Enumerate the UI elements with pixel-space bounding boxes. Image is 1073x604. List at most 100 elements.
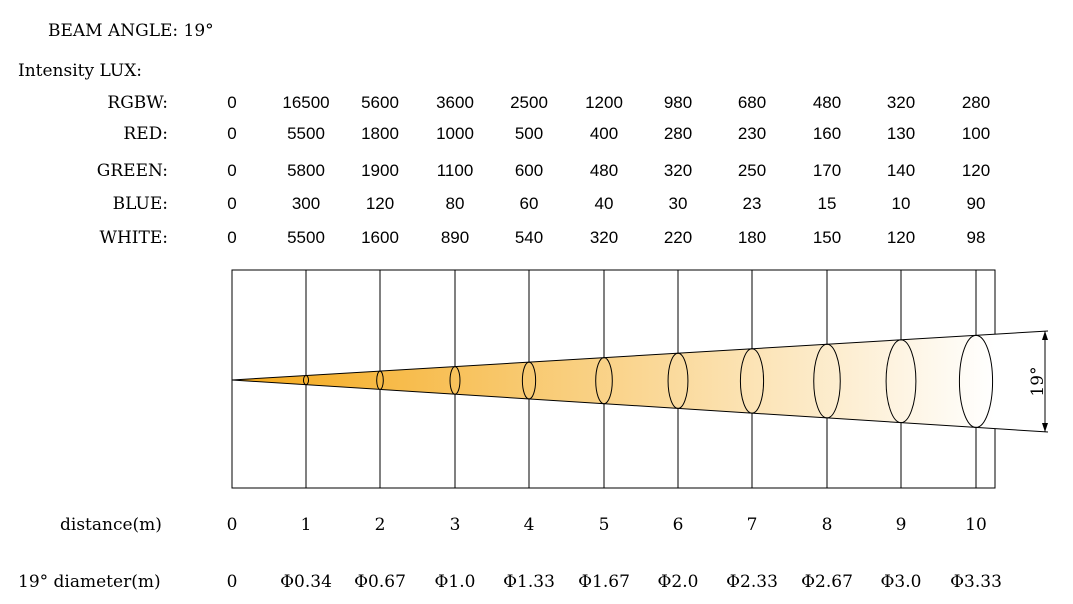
distance-value: 6 <box>673 515 684 535</box>
lux-value: 15 <box>818 194 837 213</box>
distance-value: 8 <box>822 515 833 535</box>
lux-value: 250 <box>738 161 766 180</box>
lux-value: 130 <box>887 124 915 143</box>
beam-section-ellipse <box>303 375 309 386</box>
diameter-value: Φ0.67 <box>354 572 406 592</box>
distance-value: 0 <box>227 515 238 535</box>
lux-value: 0 <box>227 124 236 143</box>
beam-section-ellipse <box>885 339 917 424</box>
lux-value: 320 <box>887 93 915 112</box>
beam-section-ellipse <box>958 334 994 428</box>
lux-value: 0 <box>227 228 236 247</box>
lux-value: 230 <box>738 124 766 143</box>
lux-value: 140 <box>887 161 915 180</box>
diameter-value: Φ2.67 <box>801 572 853 592</box>
beam-edge-bottom <box>231 379 1049 433</box>
lux-value: 480 <box>813 93 841 112</box>
distance-label: distance(m) <box>60 515 162 535</box>
lux-value: 680 <box>738 93 766 112</box>
lux-value: 80 <box>446 194 465 213</box>
beam-section-ellipse <box>813 343 841 419</box>
distance-value: 2 <box>375 515 386 535</box>
lux-value: 540 <box>515 228 543 247</box>
lux-value: 220 <box>664 228 692 247</box>
beam-angle-title: BEAM ANGLE: 19° <box>48 21 214 41</box>
row-label-blue: BLUE: <box>113 194 168 214</box>
beam-angle-label: 19° <box>1028 366 1048 396</box>
beam-section-ellipse <box>739 348 765 414</box>
arrow-down-icon <box>1042 423 1048 432</box>
lux-value: 1100 <box>437 161 474 180</box>
lux-value: 5500 <box>287 124 325 143</box>
arrow-up-icon <box>1042 331 1048 340</box>
beam-section-ellipse <box>449 366 461 395</box>
lux-value: 10 <box>892 194 911 213</box>
distance-value: 4 <box>524 515 535 535</box>
row-label-white: WHITE: <box>100 228 169 248</box>
lux-value: 1800 <box>361 124 399 143</box>
diameter-value: 0 <box>227 572 238 592</box>
lux-value: 16500 <box>282 93 329 112</box>
row-label-green: GREEN: <box>97 161 168 181</box>
beam-section-ellipse <box>595 357 613 405</box>
diameter-value: Φ3.0 <box>881 572 922 592</box>
lux-value: 120 <box>887 228 915 247</box>
lux-value: 890 <box>441 228 469 247</box>
diameter-value: Φ3.33 <box>950 572 1002 592</box>
beam-section-ellipse <box>667 352 689 409</box>
lux-value: 120 <box>962 161 990 180</box>
lux-value: 480 <box>590 161 618 180</box>
distance-value: 9 <box>896 515 907 535</box>
distance-value: 5 <box>599 515 610 535</box>
diameter-value: Φ1.33 <box>503 572 555 592</box>
lux-value: 30 <box>669 194 688 213</box>
lux-value: 170 <box>813 161 841 180</box>
lux-value: 98 <box>967 228 986 247</box>
diameter-value: Φ2.0 <box>658 572 699 592</box>
intensity-table: RGBW: 0 16500 5600 3600 2500 1200 980 680 480 320 2… <box>97 93 990 248</box>
lux-value: 320 <box>664 161 692 180</box>
lux-value: 320 <box>590 228 618 247</box>
lux-value: 120 <box>366 194 394 213</box>
lux-value: 280 <box>664 124 692 143</box>
lux-value: 280 <box>962 93 990 112</box>
beam-section-ellipse <box>521 361 537 400</box>
beam-edge-top <box>231 330 1049 381</box>
lux-value: 1900 <box>361 161 399 180</box>
distance-value: 3 <box>450 515 461 535</box>
beam-section-ellipse <box>376 370 384 390</box>
lux-value: 300 <box>292 194 320 213</box>
diameter-value: Φ2.33 <box>726 572 778 592</box>
diameter-label: 19° diameter(m) <box>18 572 161 592</box>
beam-cone <box>232 331 1048 432</box>
lux-value: 2500 <box>510 93 548 112</box>
diameter-value: Φ1.0 <box>435 572 476 592</box>
lux-value: 500 <box>515 124 543 143</box>
lux-value: 980 <box>664 93 692 112</box>
diameter-value: Φ0.34 <box>280 572 332 592</box>
row-label-rgbw: RGBW: <box>107 93 168 113</box>
lux-value: 5800 <box>287 161 325 180</box>
lux-value: 0 <box>227 194 236 213</box>
lux-value: 180 <box>738 228 766 247</box>
distance-value: 10 <box>965 515 987 535</box>
distance-value: 1 <box>301 515 312 535</box>
lux-value: 600 <box>515 161 543 180</box>
lux-value: 150 <box>813 228 841 247</box>
beam-diagram: 19° <box>231 269 1049 489</box>
lux-value: 400 <box>590 124 618 143</box>
lux-value: 1000 <box>436 124 474 143</box>
diameter-row: 0 Φ0.34 Φ0.67 Φ1.0 Φ1.33 Φ1.67 Φ2.0 Φ2.33 Φ2.67 Φ… <box>227 572 1002 592</box>
lux-value: 0 <box>227 161 236 180</box>
lux-value: 0 <box>227 93 236 112</box>
lux-value: 1200 <box>585 93 623 112</box>
lux-value: 100 <box>962 124 990 143</box>
distance-value: 7 <box>747 515 758 535</box>
lux-value: 160 <box>813 124 841 143</box>
lux-value: 1600 <box>361 228 399 247</box>
lux-value: 23 <box>743 194 762 213</box>
diameter-value: Φ1.67 <box>578 572 630 592</box>
row-label-red: RED: <box>123 124 168 144</box>
distance-row: 0 1 2 3 4 5 6 7 8 9 10 <box>227 515 987 535</box>
lux-value: 5500 <box>287 228 325 247</box>
